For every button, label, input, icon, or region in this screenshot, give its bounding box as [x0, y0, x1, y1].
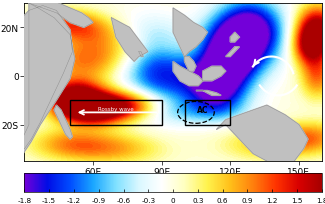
- Polygon shape: [230, 33, 240, 43]
- Polygon shape: [54, 106, 72, 139]
- Bar: [70, 101, 162, 125]
- Text: AC: AC: [197, 106, 209, 115]
- Polygon shape: [29, 0, 93, 28]
- Polygon shape: [139, 52, 143, 57]
- Polygon shape: [173, 62, 203, 86]
- Polygon shape: [0, 4, 75, 159]
- Bar: [185, 101, 230, 125]
- Polygon shape: [196, 91, 221, 96]
- Polygon shape: [226, 48, 240, 57]
- Polygon shape: [111, 19, 148, 62]
- Polygon shape: [173, 9, 207, 57]
- Polygon shape: [203, 67, 226, 81]
- Polygon shape: [216, 106, 308, 169]
- Text: Rossby wave: Rossby wave: [98, 106, 134, 111]
- Polygon shape: [185, 57, 196, 72]
